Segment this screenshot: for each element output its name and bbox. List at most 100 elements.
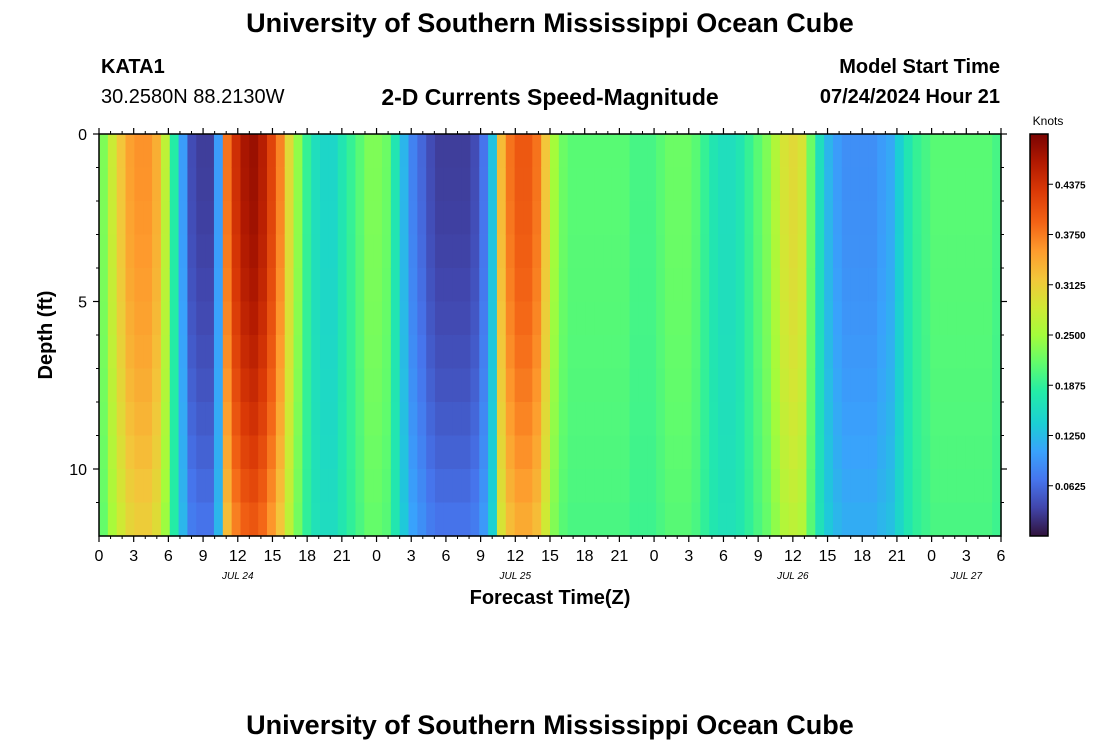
heatmap-cell	[788, 502, 799, 537]
heatmap-cell	[364, 134, 374, 169]
heatmap-cell	[267, 268, 277, 303]
heatmap-cell	[346, 234, 357, 269]
heatmap-cell	[832, 201, 843, 236]
heatmap-cell	[435, 134, 445, 169]
heatmap-cell	[426, 234, 436, 269]
heatmap-cell	[541, 402, 551, 437]
heatmap-cell	[912, 502, 923, 537]
heatmap-cell	[205, 368, 215, 403]
heatmap-cell	[267, 502, 277, 537]
heatmap-cell	[576, 134, 586, 169]
date-label: JUL 24	[221, 571, 254, 582]
heatmap-cell	[107, 502, 118, 537]
heatmap-cell	[99, 301, 109, 336]
heatmap-cell	[143, 268, 153, 303]
heatmap-cell	[594, 502, 604, 537]
heatmap-cell	[744, 234, 754, 269]
heatmap-cell	[417, 134, 427, 169]
heatmap-cell	[912, 469, 923, 504]
heatmap-cell	[399, 402, 410, 437]
heatmap-cell	[550, 167, 560, 202]
heatmap-cell	[691, 368, 701, 403]
heatmap-cell	[859, 167, 869, 202]
heatmap-cell	[213, 435, 224, 470]
heatmap-cell	[824, 301, 834, 336]
heatmap-cell	[603, 268, 613, 303]
heatmap-cell	[426, 134, 436, 169]
date-label: JUL 25	[499, 571, 532, 582]
heatmap-cell	[824, 234, 834, 269]
heatmap-cell	[258, 368, 268, 403]
heatmap-cell	[753, 368, 763, 403]
heatmap-cell	[426, 301, 436, 336]
heatmap-cell	[152, 469, 162, 504]
heatmap-cell	[903, 469, 914, 504]
heatmap-cell	[877, 134, 887, 169]
heatmap-cell	[160, 435, 171, 470]
heatmap-cell	[505, 435, 516, 470]
heatmap-cell	[567, 268, 578, 303]
heatmap-cell	[656, 167, 666, 202]
heatmap-cell	[373, 301, 383, 336]
heatmap-cell	[187, 368, 197, 403]
heatmap-cell	[603, 234, 613, 269]
heatmap-cell	[567, 167, 578, 202]
heatmap-cell	[479, 268, 489, 303]
heatmap-cell	[629, 167, 640, 202]
heatmap-cell	[178, 268, 189, 303]
heatmap-cell	[939, 201, 949, 236]
heatmap-cell	[320, 234, 330, 269]
heatmap-cell	[320, 201, 330, 236]
heatmap-cell	[983, 368, 993, 403]
heatmap-cell	[381, 402, 392, 437]
heatmap-cell	[673, 435, 684, 470]
heatmap-cell	[275, 502, 286, 537]
heatmap-cell	[505, 301, 516, 336]
heatmap-cell	[346, 201, 357, 236]
heatmap-cell	[594, 469, 604, 504]
heatmap-cell	[673, 335, 684, 370]
heatmap-cell	[965, 502, 976, 537]
heatmap-cell	[930, 268, 940, 303]
heatmap-cell	[921, 134, 931, 169]
heatmap-cell	[523, 368, 533, 403]
heatmap-cell	[753, 402, 763, 437]
date-labels: JUL 24 JUL 25 JUL 26 JUL 27	[221, 571, 982, 582]
heatmap-cell	[718, 435, 728, 470]
heatmap-cell	[231, 134, 242, 169]
heatmap-cell	[779, 335, 790, 370]
heatmap-cell	[611, 368, 622, 403]
heatmap-cell	[832, 301, 843, 336]
heatmap-cell	[576, 402, 586, 437]
heatmap-cell	[611, 134, 622, 169]
heatmap-cell	[647, 234, 657, 269]
heatmap-cell	[390, 335, 401, 370]
heatmap-cell	[452, 234, 463, 269]
heatmap-cell	[815, 502, 825, 537]
heatmap-cell	[868, 469, 878, 504]
heatmap-cell	[443, 368, 454, 403]
heatmap-cell	[647, 134, 657, 169]
heatmap-cell	[673, 402, 684, 437]
heatmap-cell	[240, 502, 250, 537]
heatmap-cell	[682, 134, 693, 169]
x-axis: 0 3 6 9 12 15 18 21 0 3 6 9 12 15 18 21 0 3 6 9 12 15 18 21 0 3 6	[95, 128, 1006, 565]
heatmap-cell	[488, 134, 498, 169]
heatmap-cell	[912, 167, 923, 202]
heatmap-cell	[868, 335, 878, 370]
heatmap-cell	[558, 502, 569, 537]
heatmap-cell	[496, 335, 507, 370]
heatmap-cell	[868, 368, 878, 403]
heatmap-cell	[620, 134, 631, 169]
heatmap-cell	[417, 435, 427, 470]
heatmap-cell	[894, 368, 905, 403]
heatmap-cell	[718, 234, 728, 269]
heatmap-cell	[134, 435, 144, 470]
heatmap-cell	[302, 335, 312, 370]
heatmap-cell	[452, 402, 463, 437]
heatmap-cell	[443, 402, 454, 437]
heatmap-cell	[523, 435, 533, 470]
heatmap-cell	[806, 368, 816, 403]
heatmap-cell	[187, 435, 197, 470]
heatmap-cell	[771, 368, 781, 403]
